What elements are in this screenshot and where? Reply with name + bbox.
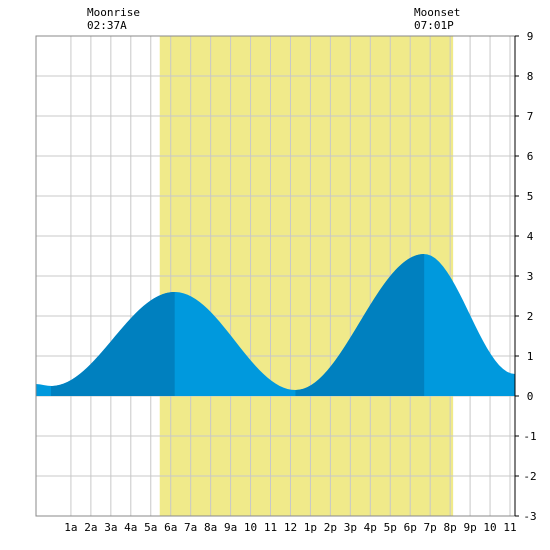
x-tick-label: 5p <box>384 521 397 534</box>
y-tick-labels: -3 -2 -1 0 1 2 3 4 5 6 7 8 9 <box>523 30 536 523</box>
y-tick-label: 4 <box>527 230 534 243</box>
moonset-label: Moonset <box>414 6 460 19</box>
x-tick-label: 4p <box>364 521 377 534</box>
y-tick-label: 3 <box>527 270 534 283</box>
x-tick-label: 8a <box>204 521 217 534</box>
x-tick-label: 4a <box>124 521 137 534</box>
moonrise-time: 02:37A <box>87 19 127 32</box>
y-tick-label: -1 <box>523 430 536 443</box>
moonrise-label: Moonrise <box>87 6 140 19</box>
x-tick-label: 10 <box>244 521 257 534</box>
x-tick-label: 1p <box>304 521 317 534</box>
x-tick-label: 11 <box>264 521 277 534</box>
x-tick-label: 1a <box>64 521 77 534</box>
x-tick-label: 7p <box>424 521 437 534</box>
y-tick-label: 1 <box>527 350 534 363</box>
axis-layer <box>35 35 519 517</box>
y-tick-label: 8 <box>527 70 534 83</box>
x-tick-label: 9a <box>224 521 237 534</box>
x-tick-label: 7a <box>184 521 197 534</box>
x-tick-labels: 1a 2a 3a 4a 5a 6a 7a 8a 9a 10 11 12 1p 2p 3p 4p 5p 6p 7p 8p… <box>64 521 516 534</box>
tide-area-rising <box>295 254 425 396</box>
x-tick-label: 11 <box>503 521 516 534</box>
x-tick-label: 2p <box>324 521 337 534</box>
x-tick-label: 3p <box>344 521 357 534</box>
tide-area-layer <box>36 254 515 396</box>
x-tick-label: 6p <box>404 521 417 534</box>
x-tick-label: 2a <box>84 521 97 534</box>
x-tick-label: 5a <box>144 521 157 534</box>
x-tick-label: 9p <box>463 521 476 534</box>
x-tick-label: 12 <box>284 521 297 534</box>
y-tick-label: 9 <box>527 30 534 43</box>
x-tick-label: 3a <box>104 521 117 534</box>
y-tick-label: 7 <box>527 110 534 123</box>
y-tick-label: 0 <box>527 390 534 403</box>
y-tick-label: -3 <box>523 510 536 523</box>
y-tick-label: -2 <box>523 470 536 483</box>
y-tick-label: 5 <box>527 190 534 203</box>
y-tick-label: 2 <box>527 310 534 323</box>
x-tick-label: 6a <box>164 521 177 534</box>
x-tick-label: 8p <box>444 521 457 534</box>
tide-area-rising <box>50 292 175 396</box>
moonset-time: 07:01P <box>414 19 454 32</box>
y-tick-label: 6 <box>527 150 534 163</box>
x-tick-label: 10 <box>483 521 496 534</box>
